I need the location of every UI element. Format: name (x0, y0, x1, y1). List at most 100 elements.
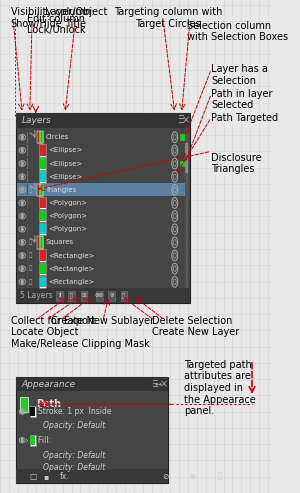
Bar (40, 198, 46, 208)
Text: ⊕: ⊕ (109, 293, 114, 298)
Text: 🔒: 🔒 (29, 240, 32, 245)
Bar (27, 237, 28, 248)
Bar (181, 134, 184, 140)
Text: 🔍: 🔍 (70, 293, 74, 299)
Circle shape (21, 162, 23, 165)
Bar (27, 184, 28, 195)
Bar (27, 132, 28, 143)
Text: Squares: Squares (46, 240, 74, 246)
Bar (30, 436, 35, 445)
Text: Opacity: Default: Opacity: Default (43, 463, 107, 472)
FancyBboxPatch shape (16, 113, 190, 303)
Bar (37, 183, 40, 196)
Bar (30, 435, 36, 446)
Text: Opacity: Default: Opacity: Default (43, 421, 107, 430)
Text: 5 Layers: 5 Layers (20, 291, 53, 300)
Text: Collect for Export
Locate Object
Make/Release Clipping Mask: Collect for Export Locate Object Make/Re… (11, 316, 150, 349)
Circle shape (21, 254, 23, 257)
Bar (30, 406, 36, 417)
Text: Triangles: Triangles (46, 187, 76, 193)
Circle shape (21, 439, 23, 442)
Text: Edit column
Lock/Unlock: Edit column Lock/Unlock (27, 14, 86, 35)
Text: Path: Path (37, 399, 62, 409)
Text: □: □ (29, 472, 36, 481)
Text: 🔒: 🔒 (29, 279, 32, 284)
Text: ⊕⊕: ⊕⊕ (95, 293, 104, 298)
Circle shape (21, 201, 23, 205)
Text: Layer has a
Selection: Layer has a Selection (211, 64, 268, 86)
Circle shape (21, 267, 23, 271)
Text: 🔒: 🔒 (29, 266, 32, 272)
Text: 🔒: 🔒 (29, 253, 32, 258)
Bar (39, 144, 46, 157)
Circle shape (21, 188, 23, 192)
Text: ›: › (25, 407, 28, 417)
Bar (39, 197, 46, 209)
Bar (40, 277, 46, 287)
Bar (108, 291, 115, 301)
Circle shape (21, 214, 23, 218)
Text: Visibility column:
Show/Hide: Visibility column: Show/Hide (11, 7, 94, 29)
Bar (68, 291, 75, 301)
Polygon shape (33, 240, 36, 244)
Bar (30, 407, 35, 416)
Text: ⬆: ⬆ (57, 293, 62, 298)
Bar (27, 211, 28, 222)
Text: <Rectangle>: <Rectangle> (48, 252, 94, 258)
Text: Targeted path
attributes are
displayed in
the Appearace
panel.: Targeted path attributes are displayed i… (184, 360, 256, 416)
Bar (37, 131, 40, 143)
Bar (27, 158, 28, 169)
Text: Path in layer
Selected: Path in layer Selected (211, 89, 273, 110)
Text: Disclosure
Triangles: Disclosure Triangles (211, 153, 262, 175)
Text: <Ellipse>: <Ellipse> (48, 161, 82, 167)
Text: <Polygon>: <Polygon> (48, 226, 87, 232)
Circle shape (21, 410, 23, 413)
Bar (40, 145, 46, 156)
Text: <Polygon>: <Polygon> (48, 200, 87, 206)
Bar (81, 291, 87, 301)
Bar (185, 143, 188, 173)
Text: 🗑: 🗑 (122, 293, 125, 299)
Text: Create New Sublayer: Create New Sublayer (51, 316, 154, 325)
Bar (27, 250, 28, 261)
Bar (16, 288, 190, 303)
Text: ⊕: ⊕ (189, 472, 196, 481)
Bar (40, 236, 44, 248)
Bar (40, 211, 46, 221)
Bar (96, 291, 103, 301)
Polygon shape (33, 187, 36, 191)
Text: Opacity: Default: Opacity: Default (43, 451, 107, 459)
Circle shape (21, 280, 23, 283)
Bar (16, 183, 189, 196)
Text: ›: › (25, 435, 28, 445)
Text: Selection column
with Selection Boxes: Selection column with Selection Boxes (187, 21, 288, 42)
Bar (40, 172, 46, 182)
Bar (40, 224, 46, 234)
Circle shape (21, 136, 23, 139)
Bar (16, 377, 168, 391)
Bar (37, 183, 44, 196)
Text: Path Targeted: Path Targeted (211, 113, 278, 123)
Bar (56, 291, 63, 301)
Bar (39, 262, 46, 275)
Text: <Rectangle>: <Rectangle> (48, 266, 94, 272)
Text: Stroke: 1 px  Inside: Stroke: 1 px Inside (38, 407, 112, 416)
Text: <Rectangle>: <Rectangle> (48, 279, 94, 285)
Circle shape (21, 241, 23, 244)
Bar (40, 263, 46, 274)
Text: Delete Selection
Create New Layer: Delete Selection Create New Layer (152, 316, 239, 337)
FancyBboxPatch shape (16, 377, 168, 483)
Bar (37, 236, 44, 248)
Circle shape (21, 175, 23, 178)
Polygon shape (33, 134, 36, 139)
Bar (27, 171, 28, 182)
Text: <Polygon>: <Polygon> (48, 213, 87, 219)
Bar (121, 291, 127, 301)
Text: <Ellipse>: <Ellipse> (48, 147, 82, 153)
Text: Layer/Object
Title: Layer/Object Title (45, 7, 107, 29)
Text: Appearance: Appearance (22, 380, 76, 388)
Text: ↔: ↔ (155, 380, 162, 388)
Bar (20, 397, 28, 412)
Circle shape (21, 227, 23, 231)
Bar (27, 263, 28, 274)
